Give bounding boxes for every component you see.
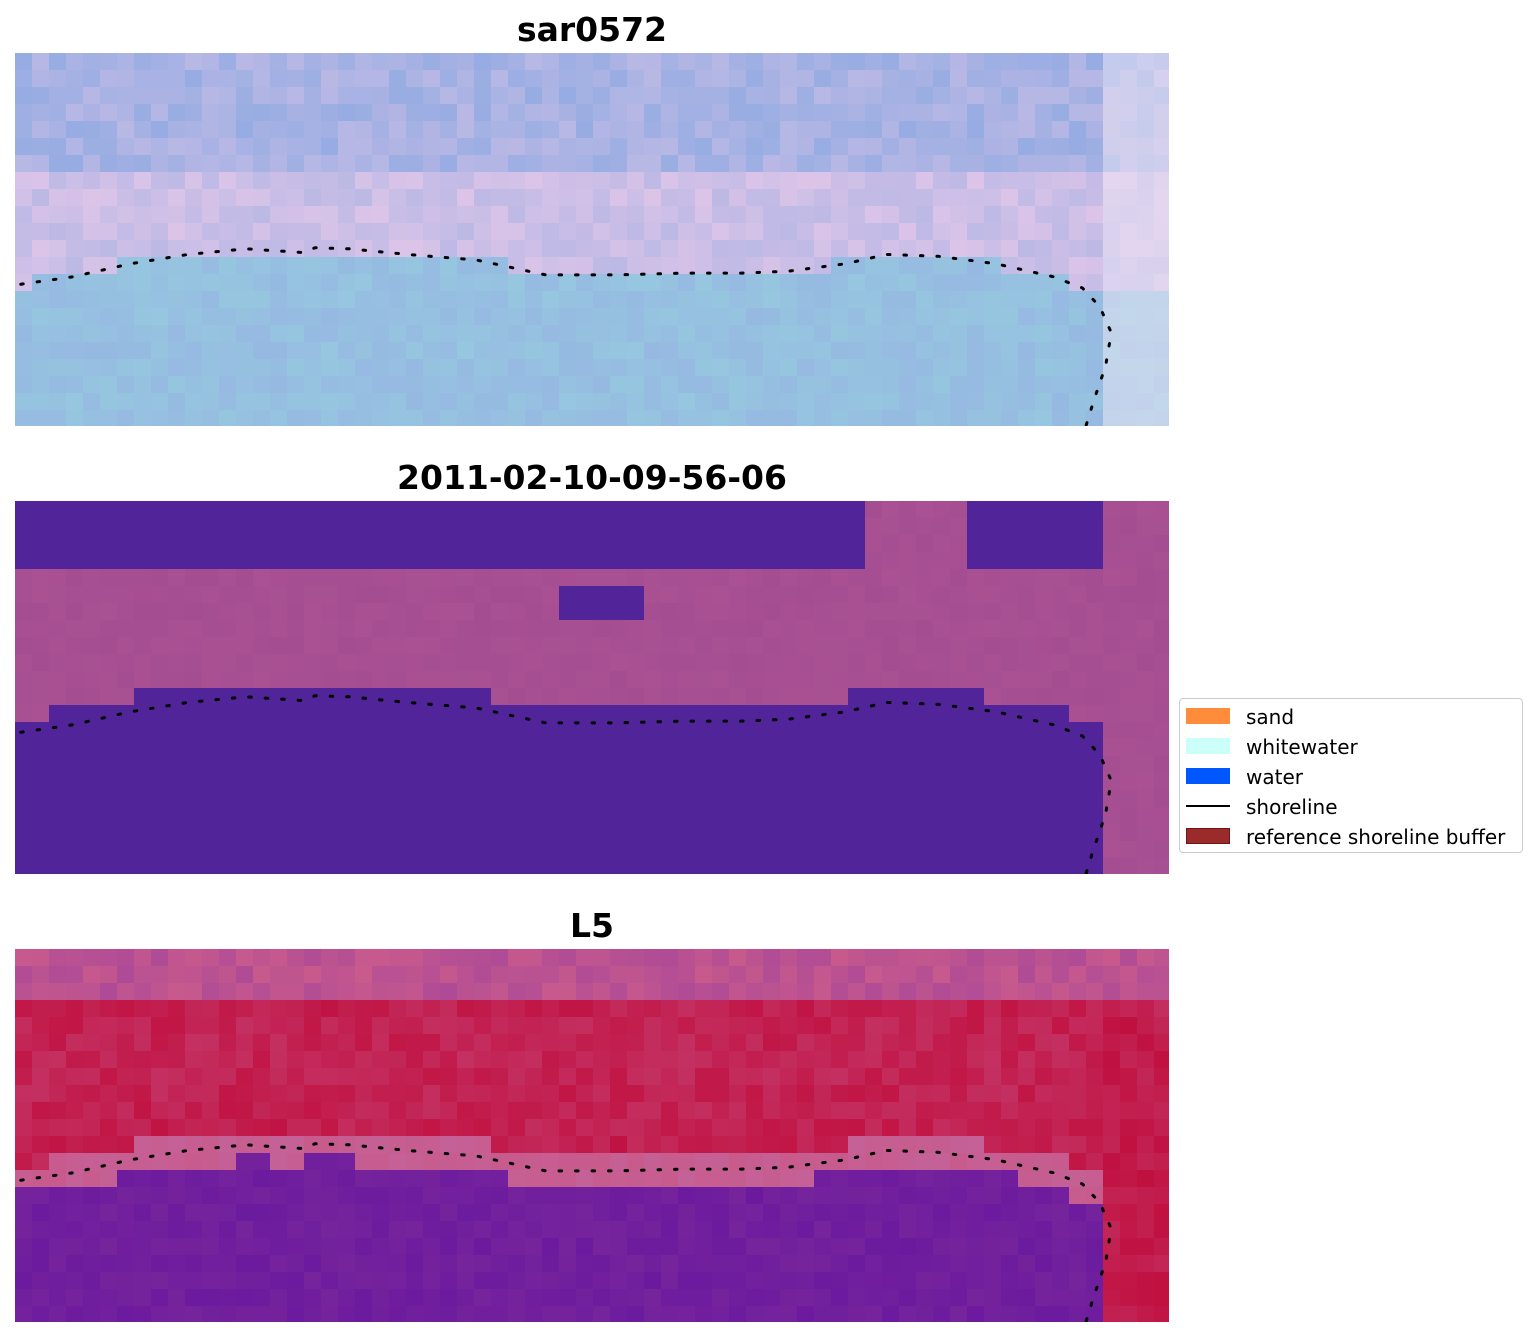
- reference-buffer-swatch: [1186, 828, 1230, 844]
- legend-item-reference-buffer: reference shoreline buffer: [1186, 825, 1522, 849]
- rgb-composite-image: [15, 53, 1169, 426]
- legend-item-water: water: [1186, 765, 1522, 789]
- panel-title-2: 2011-02-10-09-56-06: [397, 458, 787, 497]
- shoreline-line-swatch: [1186, 805, 1230, 807]
- legend-label-reference-buffer: reference shoreline buffer: [1246, 825, 1506, 849]
- water-swatch: [1186, 768, 1230, 784]
- classified-image: [15, 501, 1169, 874]
- legend-label-sand: sand: [1246, 705, 1295, 729]
- panel-title-1: sar0572: [516, 10, 668, 49]
- raster-cells: [15, 501, 1169, 874]
- legend-label-whitewater: whitewater: [1246, 735, 1358, 759]
- index-image: [15, 949, 1169, 1322]
- legend-label-water: water: [1246, 765, 1303, 789]
- legend-label-shoreline: shoreline: [1246, 795, 1338, 819]
- legend-item-whitewater: whitewater: [1186, 735, 1522, 759]
- raster-cells: [15, 53, 1169, 426]
- legend-item-shoreline: shoreline: [1186, 795, 1522, 819]
- sand-swatch: [1186, 708, 1230, 724]
- raster-cells: [15, 949, 1169, 1322]
- legend: sand whitewater water shoreline referenc…: [1179, 698, 1523, 853]
- panel-title-3: L5: [570, 906, 614, 945]
- whitewater-swatch: [1186, 738, 1230, 754]
- legend-item-sand: sand: [1186, 705, 1522, 729]
